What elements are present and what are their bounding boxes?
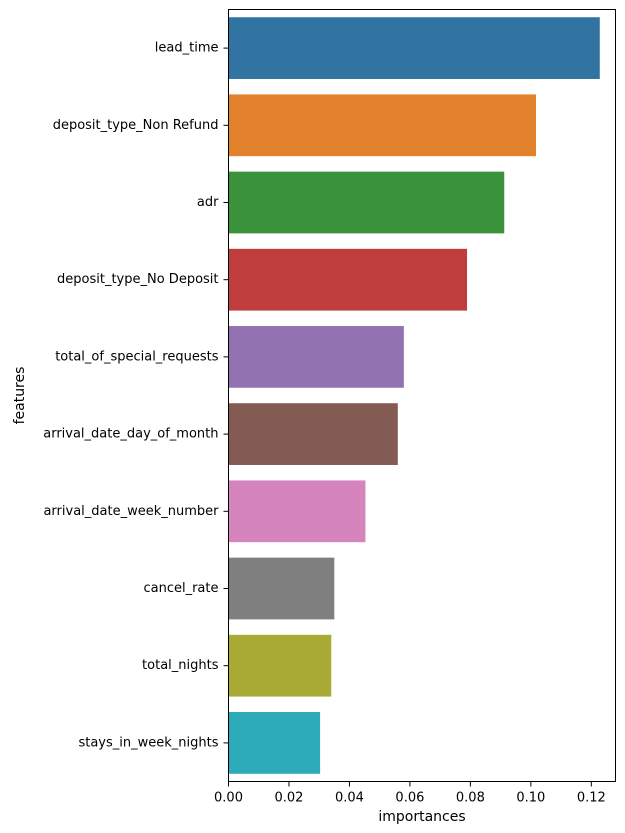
x-axis-label: importances (378, 809, 465, 825)
y-tick-label: stays_in_week_nights (78, 735, 218, 750)
bar-deposit-type-non-refund (228, 94, 536, 157)
bar-arrival-date-day-of-month (228, 403, 398, 465)
bars-group (228, 17, 600, 774)
bar-stays-in-week-nights (228, 712, 321, 774)
x-tick-label: 0.02 (274, 791, 303, 806)
bar-lead-time (228, 17, 600, 79)
y-tick-label: deposit_type_Non Refund (53, 118, 219, 133)
bar-arrival-date-week-number (228, 480, 366, 543)
y-tick-label: adr (197, 195, 219, 210)
x-axis-ticks: 0.00 0.02 0.04 0.06 0.08 0.10 0.12 (214, 781, 606, 806)
y-tick-label: arrival_date_week_number (43, 504, 219, 519)
plot-frame (228, 9, 616, 782)
x-tick-label: 0.08 (456, 791, 485, 806)
y-axis-label: features (12, 367, 28, 425)
x-tick-label: 0.10 (516, 791, 545, 806)
bar-adr (228, 171, 505, 234)
bar-total-nights (228, 634, 332, 697)
y-tick-label: cancel_rate (143, 581, 218, 596)
x-tick-label: 0.00 (214, 791, 243, 806)
bar-deposit-type-no-deposit (228, 248, 468, 311)
x-tick-label: 0.12 (577, 791, 606, 806)
y-tick-label: arrival_date_day_of_month (43, 427, 218, 442)
y-tick-label: lead_time (155, 41, 219, 56)
bar-total-of-special-requests (228, 326, 404, 388)
y-tick-label: deposit_type_No Deposit (57, 272, 218, 287)
x-tick-label: 0.06 (395, 791, 424, 806)
y-tick-label: total_of_special_requests (55, 349, 219, 364)
y-tick-label: total_nights (142, 658, 219, 673)
x-tick-label: 0.04 (335, 791, 364, 806)
bar-cancel-rate (228, 557, 335, 620)
y-axis-ticks: lead_time deposit_type_Non Refund adr depos… (43, 41, 229, 750)
